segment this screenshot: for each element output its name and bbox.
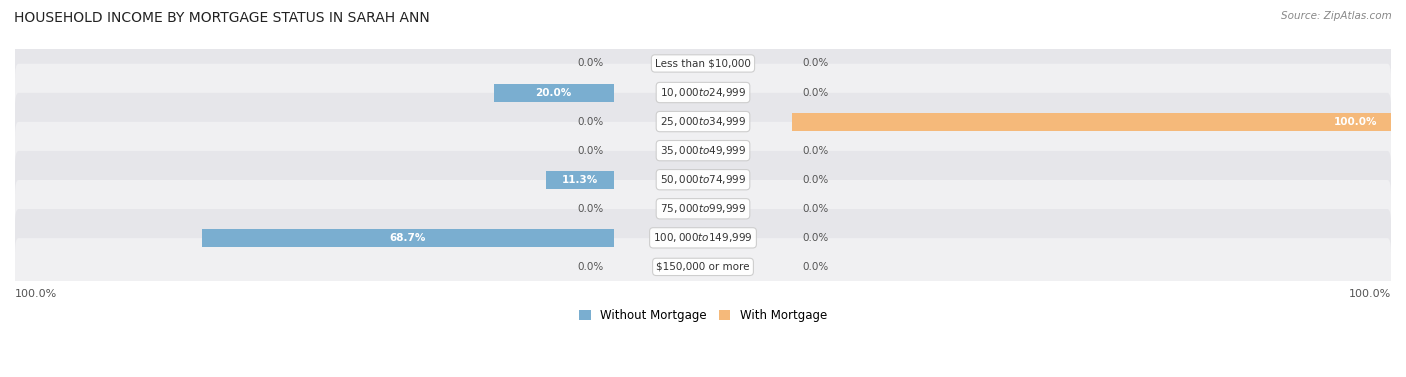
Bar	[546, 171, 613, 189]
FancyBboxPatch shape	[15, 209, 1391, 267]
Text: 0.0%: 0.0%	[576, 204, 603, 214]
Text: Source: ZipAtlas.com: Source: ZipAtlas.com	[1281, 11, 1392, 21]
FancyBboxPatch shape	[15, 238, 1391, 296]
Text: $25,000 to $34,999: $25,000 to $34,999	[659, 115, 747, 128]
Text: 0.0%: 0.0%	[803, 233, 830, 243]
Text: 11.3%: 11.3%	[561, 175, 598, 185]
Text: 0.0%: 0.0%	[803, 262, 830, 272]
Text: 20.0%: 20.0%	[536, 87, 572, 98]
Text: 0.0%: 0.0%	[803, 146, 830, 156]
Text: HOUSEHOLD INCOME BY MORTGAGE STATUS IN SARAH ANN: HOUSEHOLD INCOME BY MORTGAGE STATUS IN S…	[14, 11, 430, 25]
Text: 100.0%: 100.0%	[1334, 116, 1378, 127]
Text: $50,000 to $74,999: $50,000 to $74,999	[659, 173, 747, 186]
Bar	[793, 113, 1391, 130]
Text: 0.0%: 0.0%	[576, 116, 603, 127]
Text: $75,000 to $99,999: $75,000 to $99,999	[659, 202, 747, 215]
Bar	[494, 84, 613, 101]
Text: $100,000 to $149,999: $100,000 to $149,999	[654, 231, 752, 244]
Text: 68.7%: 68.7%	[389, 233, 426, 243]
FancyBboxPatch shape	[15, 64, 1391, 121]
Text: 0.0%: 0.0%	[803, 58, 830, 69]
Text: 0.0%: 0.0%	[803, 204, 830, 214]
Text: 0.0%: 0.0%	[803, 87, 830, 98]
Legend: Without Mortgage, With Mortgage: Without Mortgage, With Mortgage	[574, 304, 832, 326]
Bar	[202, 229, 613, 247]
FancyBboxPatch shape	[15, 35, 1391, 92]
Text: 0.0%: 0.0%	[803, 175, 830, 185]
FancyBboxPatch shape	[15, 122, 1391, 179]
FancyBboxPatch shape	[15, 180, 1391, 238]
Text: $35,000 to $49,999: $35,000 to $49,999	[659, 144, 747, 157]
Text: Less than $10,000: Less than $10,000	[655, 58, 751, 69]
Text: $150,000 or more: $150,000 or more	[657, 262, 749, 272]
Text: $10,000 to $24,999: $10,000 to $24,999	[659, 86, 747, 99]
Text: 0.0%: 0.0%	[576, 146, 603, 156]
Text: 0.0%: 0.0%	[576, 262, 603, 272]
Text: 100.0%: 100.0%	[1348, 289, 1391, 299]
FancyBboxPatch shape	[15, 93, 1391, 150]
FancyBboxPatch shape	[15, 151, 1391, 208]
Text: 100.0%: 100.0%	[15, 289, 58, 299]
Text: 0.0%: 0.0%	[576, 58, 603, 69]
